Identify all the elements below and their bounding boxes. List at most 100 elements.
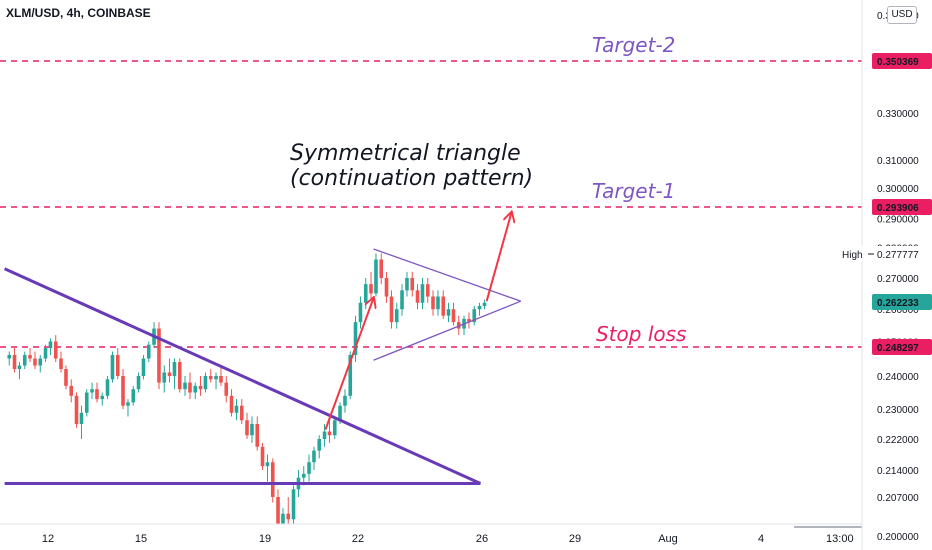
price-tick-label: 0.270000 [877,274,919,285]
candle-body [312,450,316,463]
candle-body [369,284,373,294]
candle-body [374,259,378,294]
candle [141,355,146,380]
candle [317,435,322,459]
candle [167,358,172,383]
price-marker-label: 0.350369 [877,57,919,68]
currency-button[interactable]: USD [887,6,917,24]
candle-body [415,290,420,303]
candle-body [79,412,84,424]
candle [343,389,347,413]
candle [291,485,296,524]
candle-body [405,278,409,291]
plot-area[interactable]: Target-2 Target-1 Stop loss Symmetrical tri… [0,33,862,536]
candle-body [307,462,311,474]
candle [146,341,151,363]
candle-body [12,355,17,370]
candle [177,358,182,393]
candle-body [219,376,223,383]
candle-body [410,278,415,291]
candle-body [456,322,461,329]
candle [431,290,435,316]
candle [286,497,291,524]
candle [265,454,270,482]
candle [312,446,316,470]
price-marker-label: 0.248297 [877,343,919,354]
candle-body [136,376,141,390]
candle-body [38,358,43,366]
candle-body [363,284,368,303]
candle [234,399,239,421]
candle [229,389,234,417]
candle-body [250,424,254,436]
price-tick-label: 0.222000 [877,435,919,446]
candle-body [84,392,89,413]
candle-body [59,358,63,370]
candle [400,284,404,316]
candle-body [400,290,404,310]
candle [353,315,358,363]
high-label-bg [836,246,932,262]
candle-body [188,382,192,393]
price-tick-label: 0.260000 [877,305,919,316]
time-tick-label: 12 [42,533,54,545]
price-marker-badge [872,53,932,69]
candle [100,392,105,406]
time-tick-label: 22 [352,533,364,545]
candle [477,302,482,316]
candle-body [343,395,347,406]
candle [379,253,384,285]
time-tick-label: 4 [758,533,764,545]
candle [436,290,440,316]
candle [74,392,79,428]
candle-body [53,341,58,359]
candle-body [291,489,296,520]
trend-line [3,267,482,485]
candle [472,305,477,326]
candle-body [146,344,151,359]
triangle-line [373,300,521,361]
candle-body [126,402,130,406]
candle-body [239,405,244,421]
candle-body [95,389,99,400]
candle [7,351,12,366]
target1-label: Target-1 [592,179,675,203]
candle-body [425,284,430,297]
candle-body [317,439,322,451]
candle-body [229,395,234,413]
candle-body [389,296,394,323]
candle-body [353,322,358,356]
candle-body [48,341,53,349]
candle [208,369,213,383]
candle [69,379,74,403]
time-range-indicator [794,526,862,528]
price-marker-badge [872,199,932,215]
candle [84,389,89,417]
candle [53,335,58,363]
candle [410,271,415,297]
candle-body [286,513,291,520]
candle-body [384,278,389,297]
candle [214,372,218,390]
time-tick-label: 13:00 [826,533,854,545]
candle-body [260,446,265,467]
candle-body [224,382,229,396]
candle [467,312,471,329]
price-axis: 0.3700000.3300000.3100000.3000000.290000… [836,0,932,550]
candle [193,382,198,400]
pattern-label-line1: Symmetrical triangle [290,141,521,166]
candle-body [234,405,239,413]
candle-body [420,284,425,303]
candle-body [74,395,79,424]
candle-body [482,302,487,306]
target2-label: Target-2 [592,33,675,57]
candle-body [105,379,110,396]
candle [358,296,363,329]
high-label-name: High [842,250,863,261]
candle [224,376,229,403]
candle [12,348,17,373]
candle-body [203,376,208,390]
candle-body [379,259,384,278]
candle [136,372,141,393]
